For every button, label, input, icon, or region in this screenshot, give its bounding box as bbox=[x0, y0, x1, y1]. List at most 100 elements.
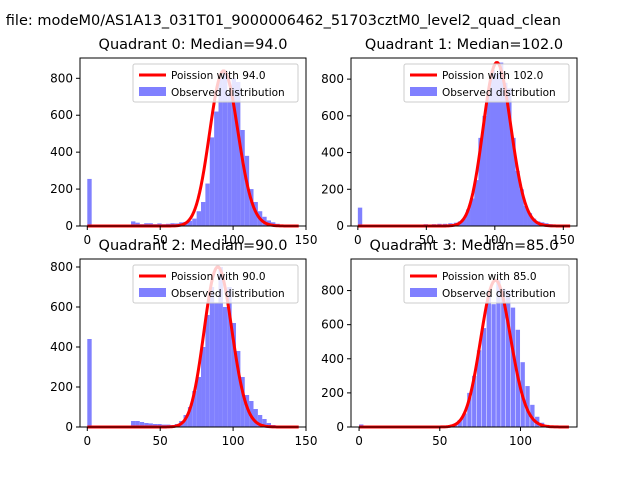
hist-bar bbox=[227, 287, 232, 427]
legend: Poission with 85.0 Observed distribution bbox=[403, 264, 570, 304]
legend-hist-swatch bbox=[139, 288, 166, 297]
hist-bar bbox=[505, 290, 511, 427]
y-tick-label: 200 bbox=[50, 182, 73, 196]
y-tick-label: 400 bbox=[50, 340, 73, 354]
hist-bar bbox=[461, 218, 467, 226]
y-tick-label: 600 bbox=[321, 109, 344, 123]
hist-bar bbox=[231, 78, 237, 226]
legend: Poission with 90.0 Observed distribution bbox=[132, 264, 299, 304]
axes-frame bbox=[350, 258, 578, 428]
y-tick-label: 0 bbox=[65, 219, 73, 233]
x-tick-label: 0 bbox=[354, 233, 362, 247]
y-tick-label: 800 bbox=[50, 71, 73, 85]
subplot-3: Quadrant 3: Median=85.0 0 50 100 0 200 400 600 8… bbox=[321, 238, 578, 448]
legend-hist-label: Observed distribution bbox=[171, 288, 285, 300]
hist-bar bbox=[491, 304, 496, 427]
legend-box bbox=[132, 264, 299, 304]
legend-hist-label: Observed distribution bbox=[442, 288, 556, 300]
y-tick-label: 800 bbox=[321, 72, 344, 86]
hist-bar bbox=[209, 137, 215, 226]
x-tick-label: 0 bbox=[355, 434, 363, 448]
y-tick-label: 400 bbox=[321, 352, 344, 366]
hist-bar bbox=[498, 62, 504, 226]
subplot-title: Quadrant 1: Median=102.0 bbox=[365, 37, 563, 53]
hist-bar bbox=[257, 415, 263, 427]
hist-bar bbox=[201, 202, 206, 226]
x-tick-label: 50 bbox=[432, 434, 447, 448]
x-tick-label: 50 bbox=[153, 434, 168, 448]
y-tick-label: 0 bbox=[65, 420, 73, 434]
x-tick-label: 50 bbox=[153, 233, 168, 247]
x-tick-label: 150 bbox=[295, 233, 318, 247]
hist-bar bbox=[214, 303, 219, 427]
hist-bar bbox=[187, 220, 193, 226]
hist-bar bbox=[478, 137, 483, 226]
y-tick-label: 200 bbox=[321, 386, 344, 400]
hist-bar bbox=[249, 189, 254, 226]
y-tick-label: 0 bbox=[336, 420, 344, 434]
x-tick-label: 100 bbox=[483, 233, 506, 247]
hist-bar bbox=[474, 180, 479, 226]
legend-hist-swatch bbox=[410, 288, 437, 297]
subplot-title: Quadrant 3: Median=85.0 bbox=[370, 238, 559, 254]
x-tick-label: 100 bbox=[222, 233, 245, 247]
y-tick-label: 800 bbox=[321, 284, 344, 298]
y-tick-label: 0 bbox=[336, 219, 344, 233]
x-tick-label: 150 bbox=[552, 233, 575, 247]
x-tick-label: 0 bbox=[83, 233, 91, 247]
axes-frame bbox=[79, 258, 307, 428]
hist-bar bbox=[523, 205, 528, 226]
hist-bar bbox=[531, 218, 537, 226]
hist-bar bbox=[222, 70, 228, 226]
hist-bar bbox=[457, 420, 462, 427]
hist-bar bbox=[472, 375, 477, 427]
hist-bar bbox=[467, 392, 472, 427]
legend-box bbox=[403, 63, 570, 103]
legend-line-label: Poission with 102.0 bbox=[442, 70, 543, 82]
y-tick-label: 200 bbox=[321, 182, 344, 196]
hist-bar bbox=[519, 189, 524, 226]
hist-bar bbox=[231, 323, 237, 427]
axes-frame bbox=[79, 57, 307, 227]
legend: Poission with 102.0 Observed distribution bbox=[403, 63, 570, 103]
hist-bar bbox=[148, 423, 153, 427]
hist-bar bbox=[357, 207, 363, 226]
hist-bar bbox=[218, 267, 223, 427]
hist-bar bbox=[131, 221, 136, 226]
legend-hist-label: Observed distribution bbox=[442, 87, 556, 99]
hist-bar bbox=[503, 82, 508, 226]
hist-bar bbox=[236, 82, 241, 226]
hist-bar bbox=[135, 222, 140, 226]
hist-bar bbox=[240, 130, 245, 226]
hist-bar bbox=[187, 407, 193, 427]
hist-bar bbox=[209, 287, 215, 427]
y-tick-label: 600 bbox=[50, 300, 73, 314]
hist-bar bbox=[486, 93, 491, 226]
x-tick-label: 0 bbox=[83, 434, 91, 448]
hist-bar bbox=[196, 377, 202, 427]
hist-bar bbox=[470, 198, 475, 226]
figure-suptitle: n file: modeM0/AS1A13_031T01_9000006462_… bbox=[0, 13, 561, 29]
hist-bar bbox=[196, 211, 202, 226]
y-tick-label: 400 bbox=[50, 145, 73, 159]
hist-bar bbox=[240, 377, 245, 427]
legend-box bbox=[132, 63, 299, 103]
hist-bar bbox=[244, 395, 250, 427]
hist-bar bbox=[236, 351, 241, 427]
axes-frame bbox=[350, 57, 578, 227]
hist-bar bbox=[87, 339, 92, 427]
hist-bar bbox=[482, 115, 487, 226]
hist-bar bbox=[227, 93, 232, 226]
hist-bar bbox=[87, 178, 92, 226]
hist-bar bbox=[214, 111, 219, 226]
hist-bar bbox=[218, 78, 223, 226]
hist-bar bbox=[496, 280, 501, 427]
hist-bar bbox=[262, 419, 267, 427]
hist-bar bbox=[494, 73, 500, 226]
x-tick-label: 50 bbox=[419, 233, 434, 247]
hist-bar bbox=[476, 350, 482, 427]
hist-bar bbox=[501, 288, 506, 427]
y-tick-label: 400 bbox=[321, 146, 344, 160]
legend-hist-label: Observed distribution bbox=[171, 87, 285, 99]
